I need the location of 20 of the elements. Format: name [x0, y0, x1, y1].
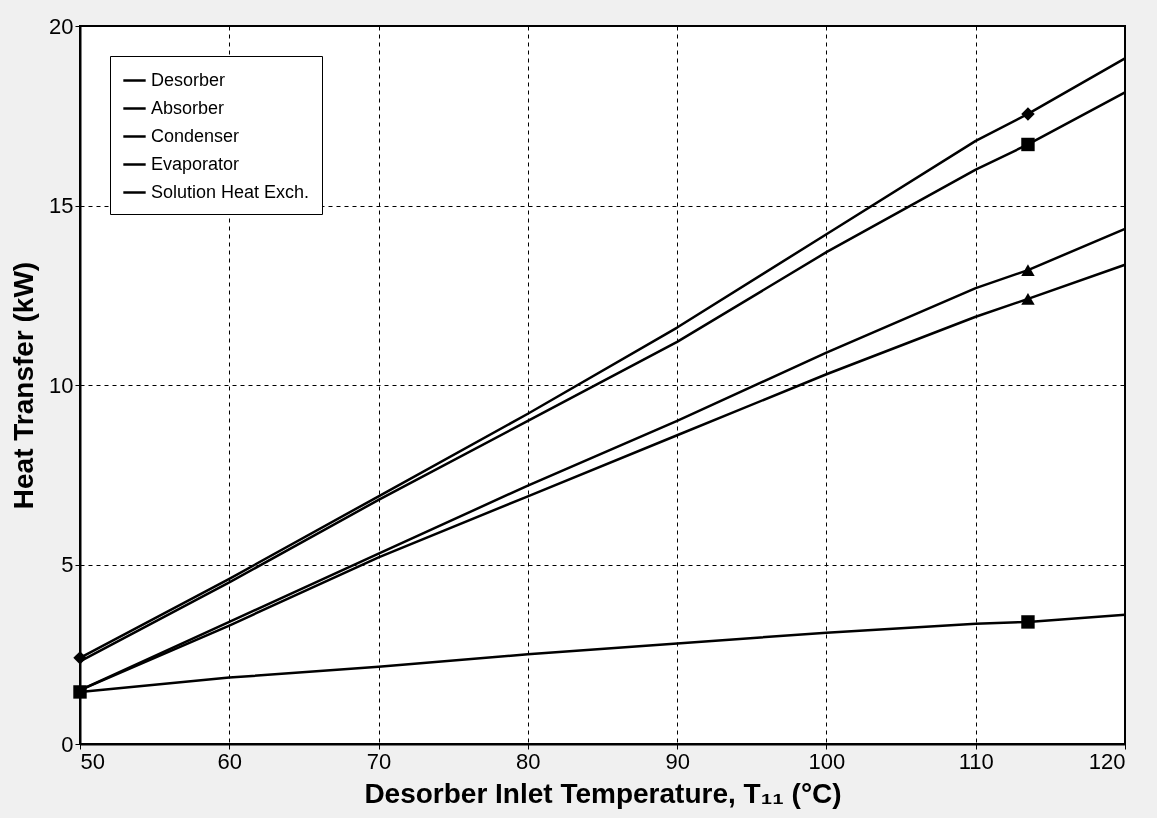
legend-label: Absorber: [151, 97, 225, 118]
legend-label: Condenser: [151, 125, 240, 146]
x-tick-label: 90: [665, 748, 690, 774]
legend-label: Desorber: [151, 69, 226, 90]
y-axis-title: Heat Transfer (kW): [8, 261, 40, 510]
y-tick-label: 10: [49, 372, 74, 398]
y-tick-label: 15: [49, 193, 74, 218]
y-tick-label: 20: [49, 13, 74, 39]
x-axis-title: Desorber Inlet Temperature, T₁₁ (°C): [364, 777, 842, 809]
legend-label: Solution Heat Exch.: [151, 181, 310, 202]
y-tick-label: 5: [61, 552, 74, 577]
y-tick-label: 0: [61, 731, 74, 757]
x-tick-label: 50: [80, 748, 105, 774]
x-tick-label: 120: [1088, 748, 1126, 774]
x-tick-label: 100: [808, 748, 846, 774]
x-tick-label: 80: [516, 748, 541, 774]
x-tick-label: 110: [958, 748, 994, 774]
x-tick-label: 60: [217, 748, 243, 774]
legend-label: Evaporator: [151, 153, 240, 174]
x-tick-label: 70: [366, 748, 392, 774]
